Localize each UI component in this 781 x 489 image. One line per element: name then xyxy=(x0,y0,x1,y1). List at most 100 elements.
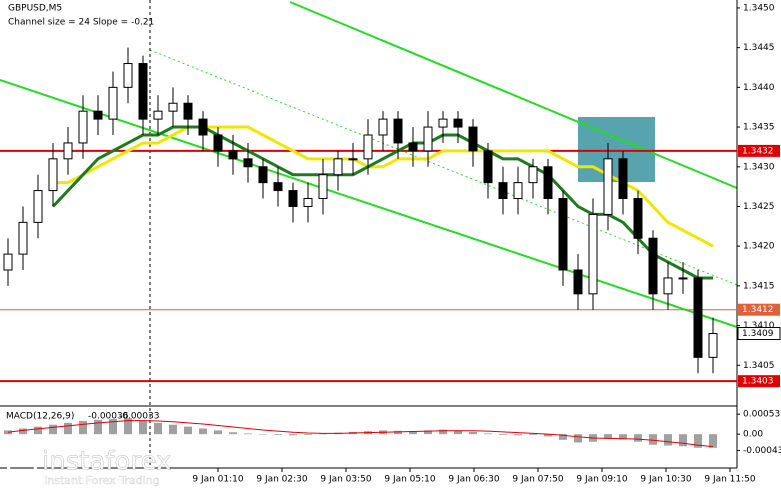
macd-bar xyxy=(154,422,162,435)
candle-body xyxy=(678,277,688,280)
candle-body xyxy=(438,118,448,128)
candle-body xyxy=(558,198,568,271)
macd-bar xyxy=(34,426,42,435)
candle-body xyxy=(543,166,553,200)
level-label-box xyxy=(738,303,780,316)
macd-bar xyxy=(49,424,57,435)
x-tick-label: 9 Jan 06:30 xyxy=(448,475,500,485)
candle-body xyxy=(573,269,583,295)
candle-body xyxy=(528,166,538,184)
macd-bar xyxy=(469,431,477,435)
candle-body xyxy=(93,110,103,120)
moving-average xyxy=(53,125,714,248)
x-tick-label: 9 Jan 01:10 xyxy=(192,475,244,485)
candle-body xyxy=(303,198,313,207)
candle-body xyxy=(108,86,118,120)
macd-bar xyxy=(79,420,87,435)
logo-name: instaforex xyxy=(42,447,171,477)
macd-bar xyxy=(394,430,402,435)
watermark: instaforex Instant Forex Trading xyxy=(6,446,172,487)
macd-bar xyxy=(94,419,102,435)
macd-bar xyxy=(214,430,222,435)
macd-signal xyxy=(7,420,714,448)
candle-body xyxy=(693,277,703,358)
macd-bar xyxy=(19,428,27,435)
channel-middle xyxy=(149,49,738,286)
x-tick-label: 9 Jan 05:10 xyxy=(384,475,436,485)
level-label-box xyxy=(738,375,780,388)
candle-body xyxy=(318,174,328,200)
macd-bar xyxy=(559,434,567,440)
macd-bar xyxy=(109,419,117,435)
macd-bar xyxy=(529,434,537,435)
macd-bar xyxy=(304,434,312,435)
macd-bar xyxy=(574,434,582,443)
macd-bar xyxy=(244,433,252,435)
candle-body xyxy=(408,142,418,152)
level-label: 1.3403 xyxy=(742,377,774,387)
logo-icon xyxy=(6,448,38,480)
candle-body xyxy=(33,190,43,223)
candle-body xyxy=(288,190,298,207)
macd-bar xyxy=(439,429,447,435)
macd-value: -0.00036 xyxy=(88,412,129,422)
candle-body xyxy=(63,142,73,160)
macd-bar xyxy=(544,434,552,437)
candle-body xyxy=(363,134,373,160)
candle-body xyxy=(243,158,253,168)
candle-body xyxy=(633,198,643,239)
candle-body xyxy=(273,182,283,192)
candle-body xyxy=(708,333,718,358)
level-label-box xyxy=(738,144,780,157)
candle-body xyxy=(333,158,343,176)
candle-body xyxy=(153,110,163,120)
y-tick-label: 1.3410 xyxy=(743,321,775,331)
candle-body xyxy=(48,158,58,192)
chart-title: GBPUSD,M5 xyxy=(8,4,62,14)
macd-bar xyxy=(484,433,492,435)
y-tick-label: 1.3405 xyxy=(743,361,775,371)
price-label: 1.3409 xyxy=(742,329,774,339)
channel-upper xyxy=(289,1,738,189)
macd-bar xyxy=(694,434,702,448)
candle-body xyxy=(213,134,223,152)
x-tick-label: 9 Jan 07:50 xyxy=(512,475,564,485)
macd-bar xyxy=(274,434,282,435)
candle-body xyxy=(423,126,433,152)
candle-body xyxy=(618,158,628,200)
macd-bar xyxy=(259,434,267,435)
macd-bar xyxy=(679,434,687,447)
candle-body xyxy=(258,166,268,184)
macd-bar xyxy=(634,434,642,442)
y-tick-label: 1.3435 xyxy=(743,123,775,133)
y-tick-label: 1.3440 xyxy=(743,83,775,93)
macd-title: MACD(12,26,9) xyxy=(6,412,74,422)
candle-body xyxy=(18,221,28,255)
macd-bar xyxy=(499,434,507,435)
macd-bar xyxy=(199,428,207,435)
price-label-box xyxy=(737,327,781,341)
candle-body xyxy=(603,158,613,215)
candle-body xyxy=(393,118,403,144)
macd-bar xyxy=(184,426,192,435)
x-tick-label: 9 Jan 11:50 xyxy=(704,475,756,485)
y-tick-label: 1.3430 xyxy=(743,162,775,172)
x-tick-label: 9 Jan 03:50 xyxy=(320,475,372,485)
macd-bar xyxy=(124,418,132,435)
moving-average xyxy=(51,125,713,280)
candle-body xyxy=(468,126,478,152)
y-tick-label: 1.3415 xyxy=(743,281,775,291)
macd-bar xyxy=(604,434,612,439)
x-tick-label: 9 Jan 10:30 xyxy=(640,475,692,485)
candle-body xyxy=(663,277,673,295)
macd-bar xyxy=(319,433,327,435)
x-tick-label: 9 Jan 09:10 xyxy=(576,475,628,485)
candle-body xyxy=(453,118,463,128)
macd-signal-value: -0.00033 xyxy=(119,412,159,422)
candle-body xyxy=(378,118,388,136)
candle-body xyxy=(138,63,148,120)
y-tick-label: 1.3425 xyxy=(743,202,775,212)
candle-body xyxy=(513,182,523,200)
x-tick-label: 9 Jan 02:30 xyxy=(256,475,308,485)
